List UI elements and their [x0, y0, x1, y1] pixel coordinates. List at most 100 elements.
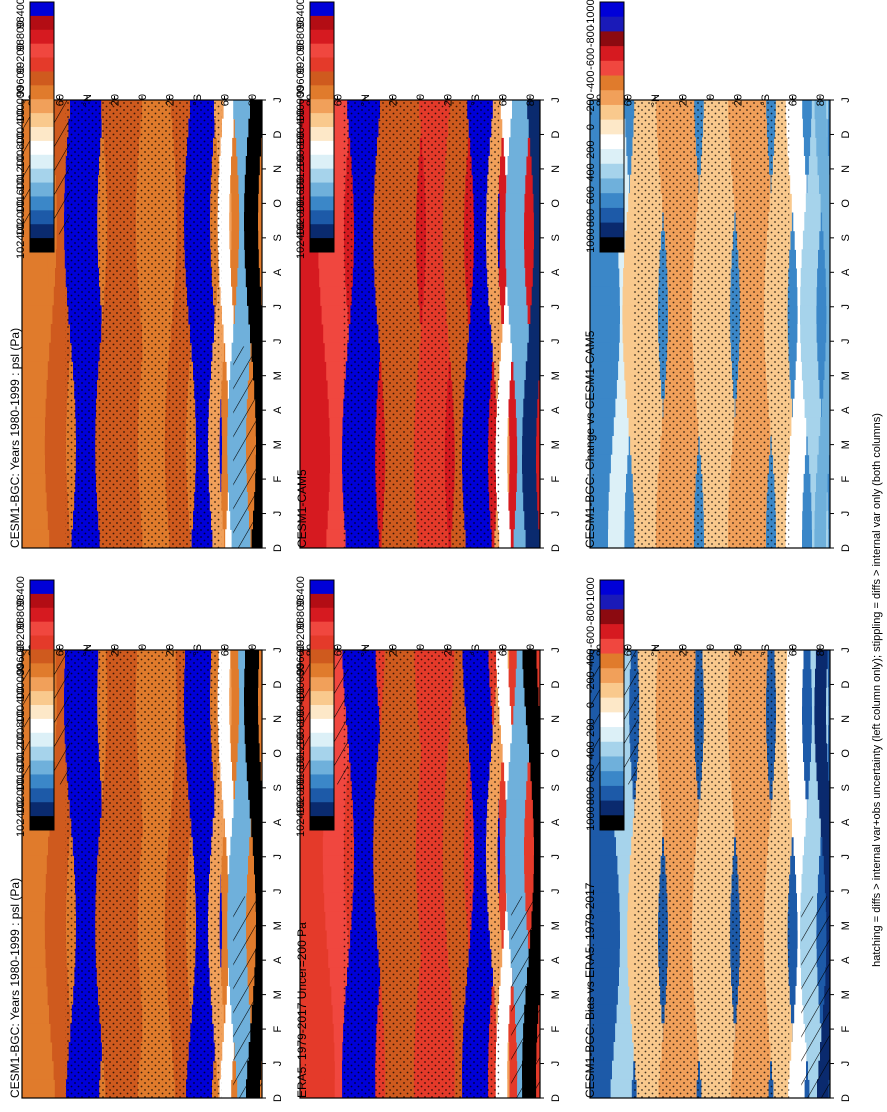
field-cell — [45, 473, 67, 493]
field-cell — [45, 417, 67, 437]
colorbar-swatch — [600, 668, 624, 684]
panel-4: DJFMAMJJASONDJ8060°N20020°S6080CESM1-CAM… — [295, 94, 562, 552]
month-label: J — [550, 304, 562, 310]
field-cell — [531, 156, 540, 176]
colorbar-label: -400 — [585, 71, 597, 93]
stippling — [65, 650, 222, 1098]
colorbar-swatch — [600, 149, 624, 165]
lat-label: °S — [760, 94, 772, 106]
field-cell — [506, 174, 526, 194]
field-cell — [507, 156, 527, 176]
field-cell — [590, 268, 611, 288]
field-cell — [300, 492, 322, 512]
colorbar-swatch — [310, 746, 334, 762]
colorbar-swatch — [600, 771, 624, 787]
field-cell — [613, 417, 631, 437]
colorbar-swatch — [30, 57, 54, 72]
colorbar-swatch — [30, 802, 54, 817]
colorbar-swatch — [600, 207, 624, 224]
field-cell — [533, 249, 540, 269]
field-cell — [590, 986, 613, 1006]
colorbar-label: 99200 — [15, 622, 27, 653]
field-cell — [522, 473, 537, 493]
colorbar-label: 100800 — [295, 709, 307, 746]
field-cell — [300, 1042, 326, 1062]
panel-title: ERA5: 1979-2017 Uncer=200 Pa — [295, 922, 309, 1098]
colorbar-label: 102000 — [15, 200, 27, 237]
colorbar-label: 101600 — [15, 755, 27, 792]
field-cell — [322, 836, 344, 856]
colorbar-label: 100000 — [15, 664, 27, 701]
field-cell — [323, 874, 345, 894]
colorbar-swatch — [600, 193, 624, 209]
colorbar-swatch — [310, 816, 334, 831]
field-cell — [510, 743, 529, 763]
colorbar-swatch — [310, 788, 334, 803]
field-cell — [792, 818, 809, 838]
field-cell — [47, 361, 69, 381]
lat-label: 60 — [498, 644, 510, 656]
field-cell — [787, 762, 805, 782]
panel-1: DJFMAMJJASONDJ8060°N20020°S6080CESM1-BGC… — [8, 94, 284, 552]
field-cell — [500, 342, 513, 362]
lat-label: 20 — [733, 94, 745, 106]
field-cell — [505, 212, 525, 232]
colorbar-frame — [29, 579, 55, 831]
field-cell — [787, 650, 804, 670]
lat-label: 80 — [815, 94, 827, 106]
colorbar-swatch — [30, 168, 54, 184]
panel-title: CESM1-CAM5 — [295, 469, 309, 548]
field-cell — [532, 268, 540, 288]
lat-label: 20 — [678, 94, 690, 106]
field-cell — [800, 342, 818, 362]
field-cell — [788, 1079, 805, 1098]
field-cell — [609, 473, 626, 493]
panel-title: CESM1-BGC: Years 1980-1999 : psl (Pa) — [8, 328, 22, 548]
colorbar-swatch — [600, 741, 624, 757]
colorbar-swatch — [600, 638, 624, 655]
panel-title: CESM1-BGC: Change vs CESM1-CAM5 — [583, 330, 597, 548]
field-cell — [497, 1004, 510, 1024]
month-label: O — [840, 749, 852, 758]
colorbar-swatch — [310, 29, 334, 45]
field-cell — [300, 986, 329, 1006]
colorbar-label: 101600 — [15, 177, 27, 214]
field-cell — [821, 398, 830, 418]
colorbar-swatch — [310, 580, 334, 595]
lat-label: °S — [192, 94, 204, 106]
field-cell — [249, 799, 262, 819]
colorbar-swatch — [600, 727, 624, 743]
field-cell — [533, 818, 540, 838]
field-cell — [511, 724, 531, 744]
field-cell — [300, 398, 322, 418]
field-cell — [505, 193, 525, 213]
colorbar-label: 99200 — [295, 622, 307, 653]
colorbar-frame — [599, 1, 625, 253]
colorbar-label: 98800 — [295, 21, 307, 52]
field-cell — [231, 818, 251, 838]
field-cell — [47, 986, 69, 1006]
month-label: J — [840, 1061, 852, 1067]
field-cell — [815, 118, 827, 138]
lat-label: 60 — [55, 94, 67, 106]
colorbar-swatch — [310, 238, 334, 253]
field-cell — [826, 286, 830, 306]
lat-label: °S — [470, 94, 482, 106]
month-label: A — [840, 268, 852, 276]
field-cell — [45, 874, 67, 894]
lat-label: 20 — [678, 644, 690, 656]
field-cell — [590, 249, 612, 269]
field-cell — [533, 193, 540, 213]
hatching — [511, 896, 540, 1098]
colorbar-swatch — [600, 104, 624, 121]
month-label: A — [272, 818, 284, 826]
field-cell — [805, 818, 822, 838]
colorbar-swatch — [30, 691, 54, 706]
month-label: N — [840, 165, 852, 173]
field-cell — [802, 855, 819, 875]
month-label: A — [272, 406, 284, 414]
field-cell — [300, 1060, 325, 1080]
lat-label: °N — [650, 644, 662, 656]
lat-label: 60 — [220, 644, 232, 656]
